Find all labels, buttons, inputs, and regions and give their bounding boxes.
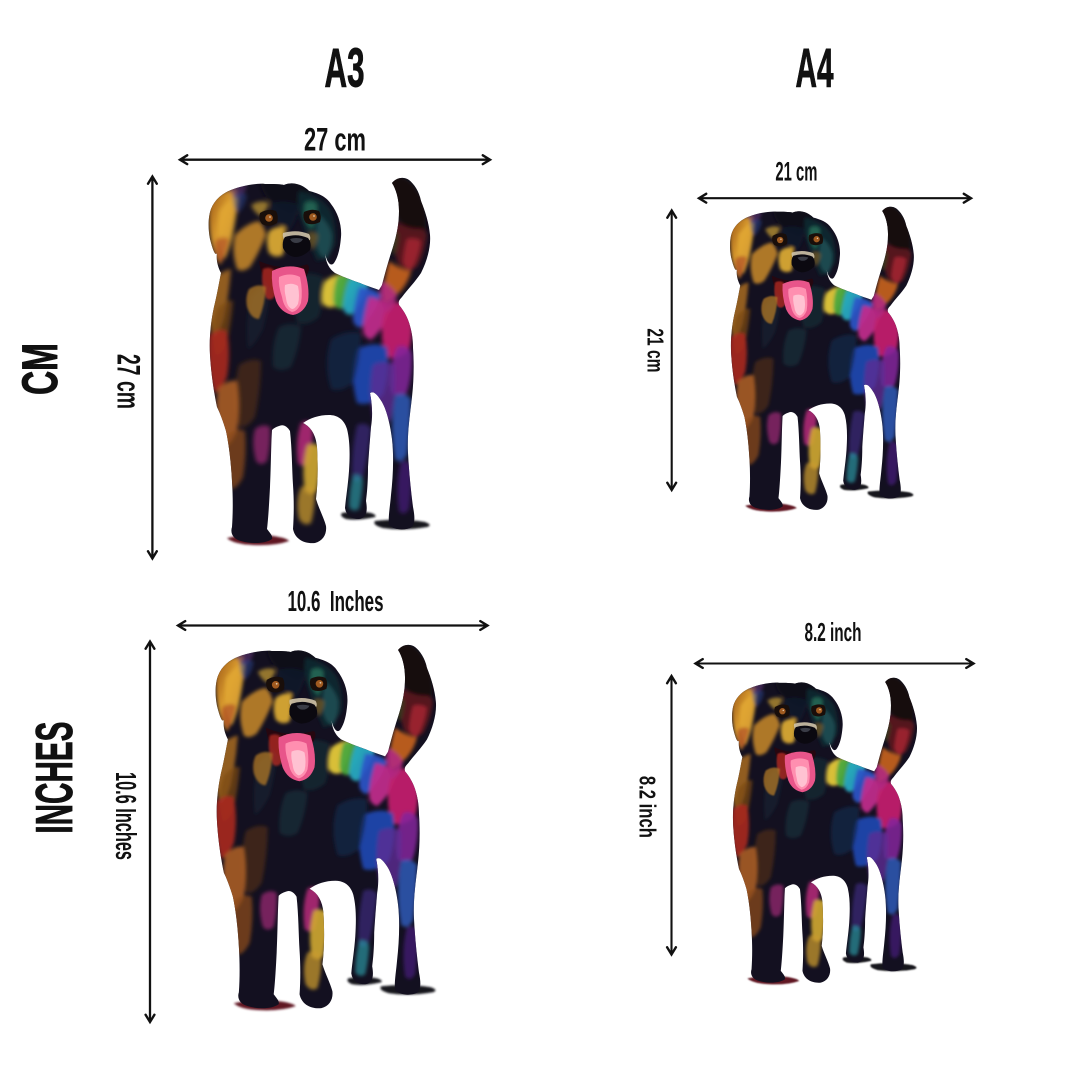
svg-text:A4: A4 xyxy=(796,37,834,99)
svg-text:21 cm: 21 cm xyxy=(643,328,669,372)
svg-text:27 cm: 27 cm xyxy=(111,354,147,409)
svg-text:8.2 inch: 8.2 inch xyxy=(805,617,862,647)
svg-text:8.2 inch: 8.2 inch xyxy=(635,776,661,838)
svg-text:INCHES: INCHES xyxy=(26,722,84,834)
svg-text:21 cm: 21 cm xyxy=(775,156,817,186)
svg-text:27 cm: 27 cm xyxy=(304,122,366,158)
svg-text:A3: A3 xyxy=(325,37,365,99)
svg-text:10.6 Inches: 10.6 Inches xyxy=(288,586,384,618)
svg-text:CM: CM xyxy=(12,343,68,395)
svg-text:10.6 Inches: 10.6 Inches xyxy=(109,772,141,860)
